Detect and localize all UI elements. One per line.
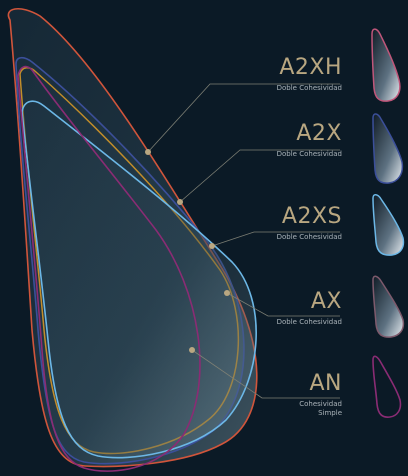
label-ax: AX Doble Cohesividad [277, 290, 342, 327]
leader-a2x [177, 149, 340, 205]
model-subtitle: Doble Cohesividad [276, 84, 342, 92]
leader-an [189, 347, 340, 399]
model-name: AN [309, 371, 342, 396]
profile-icon-a2xh [371, 28, 401, 102]
leader-ax [224, 290, 340, 317]
leader-a2xs [209, 231, 340, 249]
model-name: A2XH [279, 55, 342, 80]
profile-icon-a2xs [372, 194, 405, 256]
profile-a2xs [21, 100, 257, 459]
leader-a2xh [145, 83, 340, 155]
label-a2xs: A2XS Doble Cohesividad [277, 205, 342, 242]
profile-icon-a2x [372, 113, 404, 184]
model-name: AX [310, 289, 342, 314]
label-a2x: A2X Doble Cohesividad [277, 122, 342, 159]
model-subtitle: Doble Cohesividad [276, 150, 342, 158]
label-a2xh: A2XH Doble Cohesividad [277, 56, 342, 93]
model-subtitle: Cohesividad Simple [299, 400, 342, 417]
profile-an [17, 65, 201, 472]
model-name: A2X [296, 121, 342, 146]
profile-icon-ax [372, 275, 405, 338]
model-name: A2XS [281, 204, 342, 229]
model-subtitle: Doble Cohesividad [276, 318, 342, 326]
model-subtitle: Doble Cohesividad [276, 233, 342, 241]
profile-icon-an [372, 355, 402, 418]
label-an: AN Cohesividad Simple [282, 372, 342, 418]
